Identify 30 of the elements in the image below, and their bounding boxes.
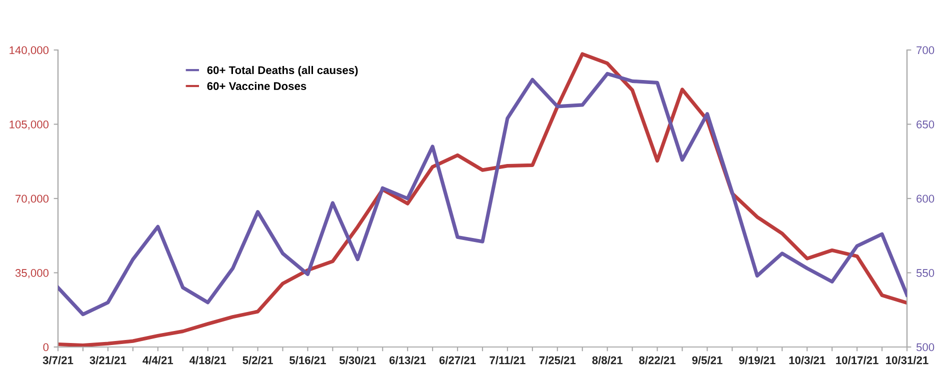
legend-label: 60+ Vaccine Doses (207, 82, 306, 90)
x-tick-label: 8/8/21 (592, 356, 622, 364)
x-tick-label: 8/22/21 (639, 356, 676, 364)
x-tick-label: 7/25/21 (539, 356, 576, 364)
y-tick-label: 70,000 (16, 194, 49, 204)
y2-tick-label: 550 (916, 269, 934, 277)
y2-tick-label: 600 (916, 194, 934, 203)
y-tick-label: 140,000 (10, 46, 49, 56)
x-tick-label: 3/21/21 (90, 356, 126, 364)
y2-tick-label: 650 (916, 120, 934, 128)
x-tick-label: 6/13/21 (389, 356, 426, 364)
x-tick-label: 4/4/21 (142, 356, 174, 364)
y-tick-label: 105,000 (10, 120, 49, 130)
x-tick-label: 9/5/21 (692, 356, 722, 364)
x-tick-label: 6/27/21 (439, 356, 476, 364)
x-tick-label: 7/11/21 (490, 356, 526, 364)
legend-label: 60+ Total Deaths (all causes) (207, 66, 358, 76)
x-tick-label: 10/17/21 (836, 356, 878, 364)
x-tick-label: 10/31/21 (886, 356, 928, 364)
x-tick-label: 5/30/21 (339, 356, 376, 364)
x-tick-label: 5/16/21 (290, 356, 326, 364)
x-tick-label: 9/19/21 (739, 356, 776, 364)
y-tick-label: 35,000 (15, 269, 49, 278)
x-tick-label: 10/3/21 (789, 356, 826, 364)
y2-tick-label: 700 (916, 46, 934, 54)
y-tick-label: 0 (43, 343, 49, 352)
y2-tick-label: 500 (916, 343, 934, 352)
x-tick-label: 3/7/21 (42, 356, 74, 364)
x-tick-label: 4/18/21 (189, 356, 226, 364)
x-tick-label: 5/2/21 (242, 356, 273, 364)
